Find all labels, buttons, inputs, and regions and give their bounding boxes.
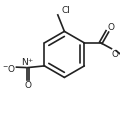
Text: O: O [24,81,31,89]
Text: O: O [108,23,115,32]
Text: N$^{+}$: N$^{+}$ [21,56,35,68]
Text: $^{-}$O: $^{-}$O [2,62,16,73]
Text: O: O [112,50,119,59]
Text: Cl: Cl [61,6,70,15]
